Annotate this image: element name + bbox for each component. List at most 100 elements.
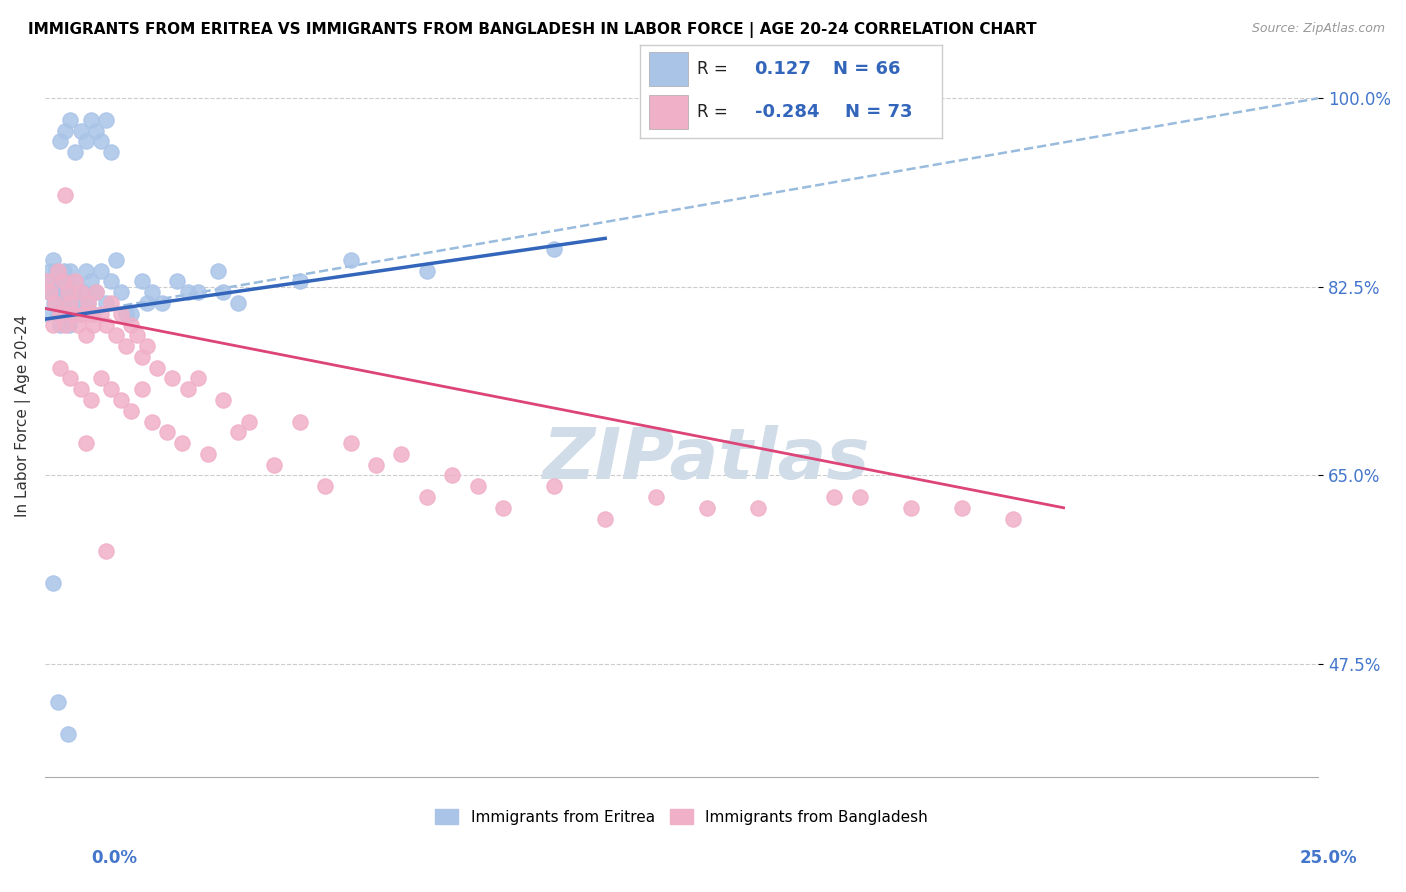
Point — [84, 285, 107, 300]
Point — [49, 307, 72, 321]
Point — [849, 490, 872, 504]
Point — [90, 307, 112, 321]
Point — [72, 285, 94, 300]
Point — [46, 695, 69, 709]
Point — [72, 307, 94, 321]
Point — [41, 252, 63, 267]
Point — [339, 252, 361, 267]
Point — [900, 500, 922, 515]
Point — [212, 392, 235, 407]
Point — [49, 134, 72, 148]
Point — [49, 360, 72, 375]
Text: -0.284: -0.284 — [755, 103, 820, 121]
Point — [115, 339, 138, 353]
Point — [416, 263, 439, 277]
Point — [696, 500, 718, 515]
Point — [84, 123, 107, 137]
Point — [228, 296, 250, 310]
Point — [39, 285, 62, 300]
Point — [135, 296, 157, 310]
Point — [187, 371, 209, 385]
Point — [94, 112, 117, 127]
Point — [39, 275, 62, 289]
Point — [62, 307, 84, 321]
Text: N = 66: N = 66 — [834, 60, 901, 78]
Point — [82, 318, 104, 332]
Point — [69, 307, 91, 321]
Point — [69, 123, 91, 137]
Point — [75, 134, 97, 148]
Point — [115, 307, 138, 321]
Point — [187, 285, 209, 300]
Point — [51, 285, 73, 300]
Point — [60, 296, 83, 310]
Point — [53, 263, 76, 277]
Point — [141, 285, 163, 300]
Point — [131, 382, 153, 396]
Point — [75, 328, 97, 343]
Point — [66, 318, 89, 332]
Point — [94, 544, 117, 558]
Point — [90, 371, 112, 385]
Point — [314, 479, 336, 493]
Point — [150, 296, 173, 310]
Point — [75, 263, 97, 277]
Point — [90, 263, 112, 277]
Point — [69, 285, 91, 300]
Point — [131, 275, 153, 289]
Point — [80, 112, 103, 127]
Point — [75, 436, 97, 450]
Point — [37, 275, 59, 289]
Point — [212, 285, 235, 300]
Point — [176, 285, 198, 300]
Point — [166, 275, 188, 289]
Text: IMMIGRANTS FROM ERITREA VS IMMIGRANTS FROM BANGLADESH IN LABOR FORCE | AGE 20-24: IMMIGRANTS FROM ERITREA VS IMMIGRANTS FR… — [28, 22, 1036, 38]
Point — [65, 275, 87, 289]
Text: 25.0%: 25.0% — [1299, 849, 1357, 867]
Point — [441, 468, 464, 483]
Point — [84, 285, 107, 300]
Point — [110, 392, 132, 407]
Text: Source: ZipAtlas.com: Source: ZipAtlas.com — [1251, 22, 1385, 36]
Point — [125, 328, 148, 343]
Point — [46, 307, 69, 321]
Point — [63, 285, 86, 300]
Point — [110, 307, 132, 321]
Point — [44, 285, 66, 300]
Point — [593, 511, 616, 525]
Point — [492, 500, 515, 515]
Point — [65, 275, 87, 289]
Point — [131, 350, 153, 364]
Point — [41, 576, 63, 591]
Point — [160, 371, 183, 385]
Point — [49, 318, 72, 332]
Point — [56, 727, 79, 741]
Point — [100, 145, 122, 160]
Point — [41, 318, 63, 332]
Point — [197, 447, 219, 461]
Text: 0.0%: 0.0% — [91, 849, 138, 867]
Point — [238, 415, 260, 429]
Point — [105, 252, 128, 267]
Point — [1001, 511, 1024, 525]
Point — [59, 112, 82, 127]
Y-axis label: In Labor Force | Age 20-24: In Labor Force | Age 20-24 — [15, 315, 31, 517]
Point — [53, 123, 76, 137]
Point — [416, 490, 439, 504]
Point — [467, 479, 489, 493]
Point — [288, 275, 311, 289]
Text: R =: R = — [697, 103, 728, 121]
Point — [645, 490, 668, 504]
Point — [58, 318, 80, 332]
Text: 0.127: 0.127 — [755, 60, 811, 78]
Point — [44, 296, 66, 310]
Point — [207, 263, 229, 277]
Point — [59, 371, 82, 385]
Point — [52, 275, 75, 289]
Point — [80, 275, 103, 289]
Point — [543, 242, 565, 256]
Point — [100, 296, 122, 310]
Point — [105, 328, 128, 343]
Point — [45, 263, 67, 277]
Point — [80, 307, 103, 321]
